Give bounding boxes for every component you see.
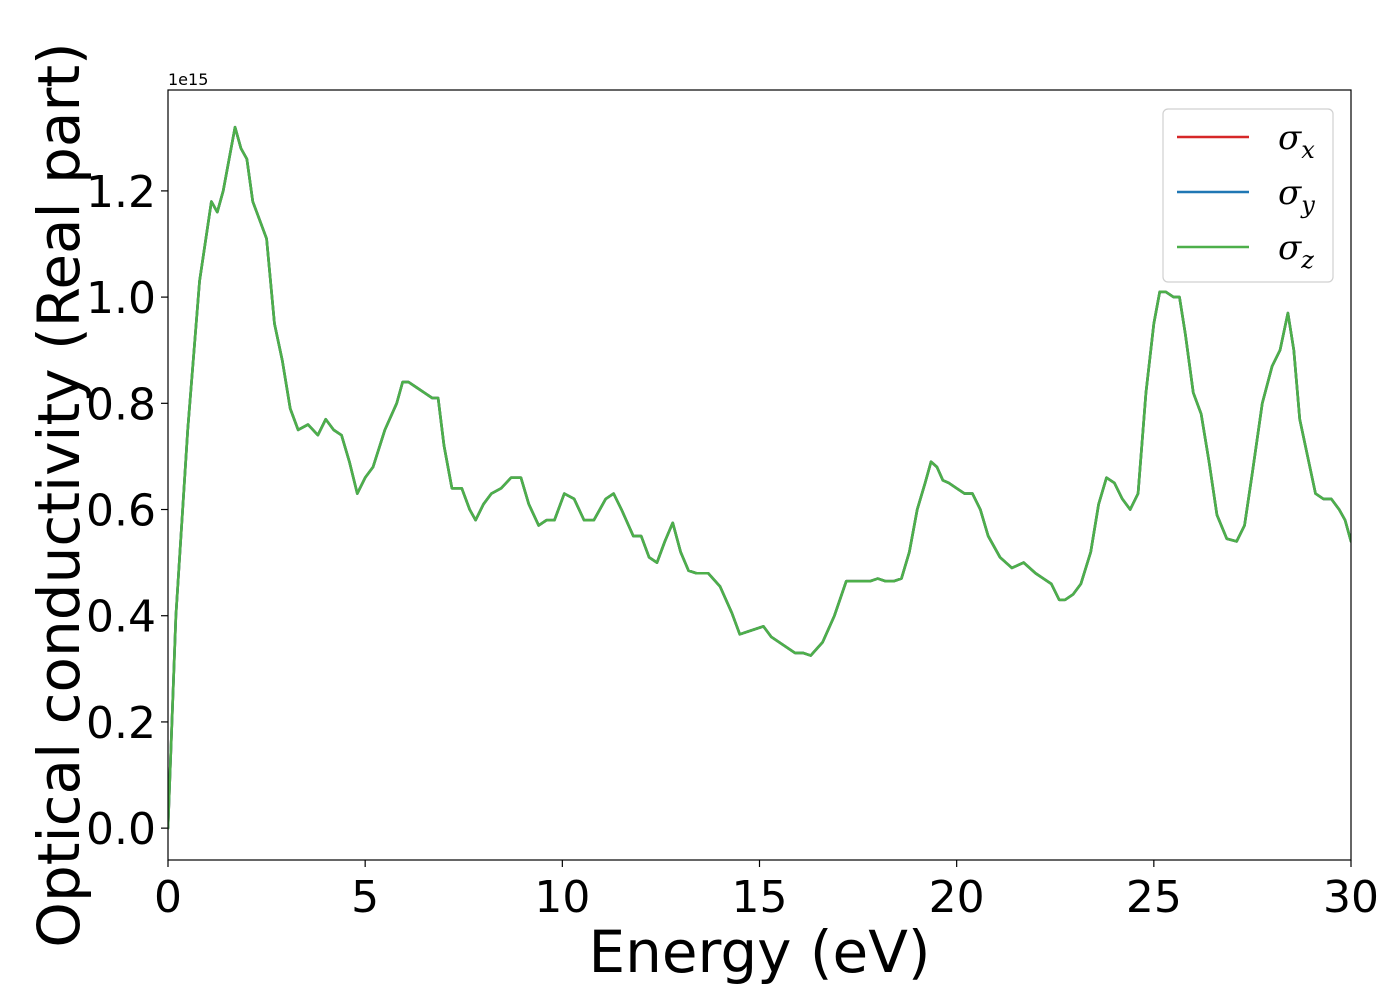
y-tick-label: 1.0: [86, 273, 156, 324]
y-tick-label: 0.2: [86, 698, 156, 749]
x-tick-label: 15: [732, 872, 788, 923]
y-axis-label: Optical conductivity (Real part): [25, 42, 93, 947]
legend-label-z: σz: [1278, 228, 1314, 274]
legend-label-y: σy: [1278, 173, 1315, 219]
legend-label-x: σx: [1278, 118, 1315, 164]
x-axis-label: Energy (eV): [588, 918, 930, 986]
y-axis-offset-label: 1e15: [168, 70, 208, 89]
y-tick-label: 0.0: [86, 804, 156, 855]
y-tick-label: 0.6: [86, 486, 156, 537]
series-layer: [168, 125, 1351, 830]
y-tick-label: 0.4: [86, 592, 156, 643]
series-line-z: [168, 125, 1351, 830]
y-tick-label: 1.2: [86, 167, 156, 218]
x-tick-label: 25: [1126, 872, 1182, 923]
x-axis-ticks: 0 5 10 15 20 25 30: [154, 860, 1379, 923]
legend: σx σy σz: [1162, 108, 1334, 283]
y-tick-label: 0.8: [86, 379, 156, 430]
x-tick-label: 5: [351, 872, 379, 923]
x-tick-label: 0: [154, 872, 182, 923]
y-axis-ticks: 0.0 0.2 0.4 0.6 0.8 1.0 1.2: [86, 167, 168, 855]
x-tick-label: 20: [929, 872, 985, 923]
x-tick-label: 30: [1323, 872, 1379, 923]
legend-box: [1162, 108, 1334, 283]
x-tick-label: 10: [534, 872, 590, 923]
